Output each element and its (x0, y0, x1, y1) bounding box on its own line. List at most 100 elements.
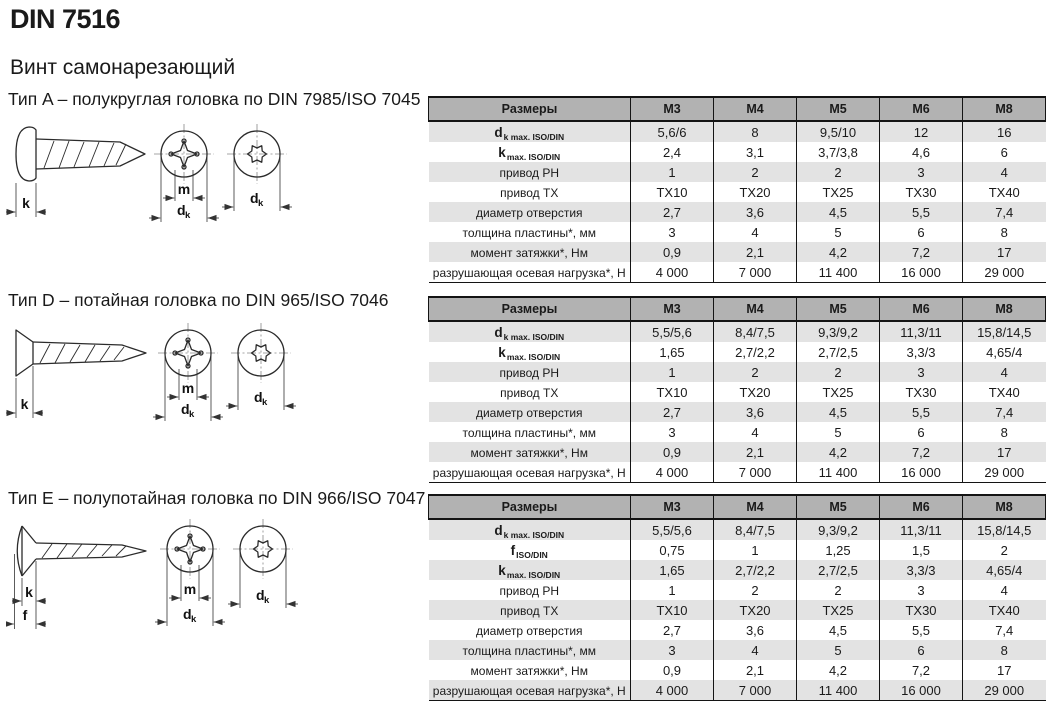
dk-dimension-label: d (254, 389, 263, 405)
dimension-symbol: f (510, 542, 516, 558)
cell-value: 6 (879, 422, 963, 442)
row-label-text: привод TX (500, 603, 559, 618)
cell-value: 2 (713, 580, 797, 600)
row-label: разрушающая осевая нагрузка*, Н (428, 462, 631, 483)
spec-table-type-a: Размеры M3 M4 M5 M6 M8 dk max. ISO/DIN 5,6/6 8 9… (428, 96, 1046, 283)
cell-value: 7 000 (713, 262, 797, 283)
col-header: M5 (796, 296, 880, 322)
cell-value: 11 400 (796, 680, 880, 701)
col-header: M3 (630, 96, 714, 122)
dk-dimension-label: d (177, 202, 186, 218)
cell-value: 4 (962, 362, 1046, 382)
page-subtitle: Винт самонарезающий (10, 56, 236, 79)
lens-head-outline (16, 525, 23, 577)
cell-value: TX25 (796, 382, 880, 402)
cell-value: TX40 (962, 182, 1046, 202)
cell-value: 4 (962, 580, 1046, 600)
cell-value: 7,4 (962, 202, 1046, 222)
cell-value: 1,65 (630, 560, 714, 580)
cell-value: 4 (962, 162, 1046, 182)
row-label: dk max. ISO/DIN (428, 519, 631, 540)
k-dimension-label: k (22, 195, 30, 211)
cell-value: 2,1 (713, 242, 797, 262)
table-row: dk max. ISO/DIN 5,6/6 8 9,5/10 12 16 (428, 121, 1046, 142)
cell-value: 3 (879, 162, 963, 182)
cell-value: 17 (962, 442, 1046, 462)
cell-value: 7,4 (962, 620, 1046, 640)
dk-dimension (228, 551, 298, 608)
cell-value: TX40 (962, 382, 1046, 402)
col-header: M8 (962, 96, 1046, 122)
dk-dimension-sub: k (258, 198, 264, 209)
dimension-subscript: k max. ISO/DIN (503, 529, 565, 540)
head-circle (164, 329, 212, 377)
dimensions-header: Размеры (428, 494, 631, 520)
col-header: M6 (879, 96, 963, 122)
dimension-symbol: k (498, 562, 506, 578)
dk-dimension (222, 156, 292, 211)
cell-value: 3 (630, 222, 714, 242)
cell-value: 5,5 (879, 402, 963, 422)
row-label: kmax. ISO/DIN (428, 342, 631, 362)
col-header: M3 (630, 494, 714, 520)
dk-dimension-label: d (250, 190, 259, 206)
row-label: привод PH (428, 162, 631, 182)
cell-value: 2,1 (713, 660, 797, 680)
cell-value: 29 000 (962, 262, 1046, 283)
cell-value: 8 (962, 222, 1046, 242)
row-label-text: толщина пластины*, мм (462, 425, 596, 440)
torx-head-view: d k (228, 519, 298, 608)
table-row: момент затяжки*, Нм 0,9 2,1 4,2 7,2 17 (428, 442, 1046, 462)
col-header: M5 (796, 96, 880, 122)
cell-value: TX25 (796, 600, 880, 620)
cell-value: 1,5 (879, 540, 963, 560)
screw-shaft-outline (32, 341, 147, 365)
cell-value: 15,8/14,5 (962, 519, 1046, 540)
f-dimension-label: f (23, 607, 28, 623)
cell-value: 3 (630, 640, 714, 660)
row-label: диаметр отверстия (428, 202, 631, 222)
row-label: привод PH (428, 580, 631, 600)
cell-value: 8 (713, 121, 797, 142)
cell-value: 3,3/3 (879, 560, 963, 580)
m-dimension (163, 170, 205, 202)
cell-value: 5 (796, 222, 880, 242)
row-label: разрушающая осевая нагрузка*, Н (428, 680, 631, 701)
cell-value: 2 (796, 162, 880, 182)
row-label: толщина пластины*, мм (428, 422, 631, 442)
m-dimension-label: m (178, 181, 190, 197)
row-label: fISO/DIN (428, 540, 631, 560)
countersunk-head-outline (15, 329, 34, 377)
screw-side-view: k (6, 329, 147, 418)
table-row: толщина пластины*, мм 3 4 5 6 8 (428, 640, 1046, 660)
m-dimension (169, 565, 211, 602)
thread-lines (41, 543, 127, 559)
cell-value: 29 000 (962, 680, 1046, 701)
m-dimension (167, 369, 209, 401)
row-label-text: диаметр отверстия (475, 205, 583, 220)
torx-recess-icon (250, 344, 272, 362)
row-label: kmax. ISO/DIN (428, 142, 631, 162)
dk-dimension-sub: k (264, 595, 270, 606)
row-label: dk max. ISO/DIN (428, 321, 631, 342)
cell-value: 1,25 (796, 540, 880, 560)
m-dimension-label: m (184, 581, 196, 597)
phillips-recess-icon (174, 533, 206, 565)
cell-value: 16 000 (879, 680, 963, 701)
cell-value: 2,7/2,2 (713, 342, 797, 362)
torx-head-view: d k (222, 124, 292, 211)
cell-value: 1 (630, 362, 714, 382)
k-dimension-label: k (25, 584, 33, 600)
cell-value: 2,1 (713, 442, 797, 462)
table-row: привод PH 1 2 2 3 4 (428, 362, 1046, 382)
dimension-subscript: max. ISO/DIN (506, 151, 561, 162)
table-header-row: Размеры M3 M4 M5 M6 M8 (428, 96, 1046, 122)
cell-value: 2 (796, 362, 880, 382)
cell-value: 4,6 (879, 142, 963, 162)
page-title: DIN 7516 (10, 4, 121, 34)
row-label: толщина пластины*, мм (428, 640, 631, 660)
row-label-text: разрушающая осевая нагрузка*, Н (432, 465, 626, 480)
cell-value: 4 (713, 222, 797, 242)
cell-value: 16 000 (879, 262, 963, 283)
section-title-type-e: Тип E – полупотайная головка по DIN 966/… (8, 488, 426, 508)
